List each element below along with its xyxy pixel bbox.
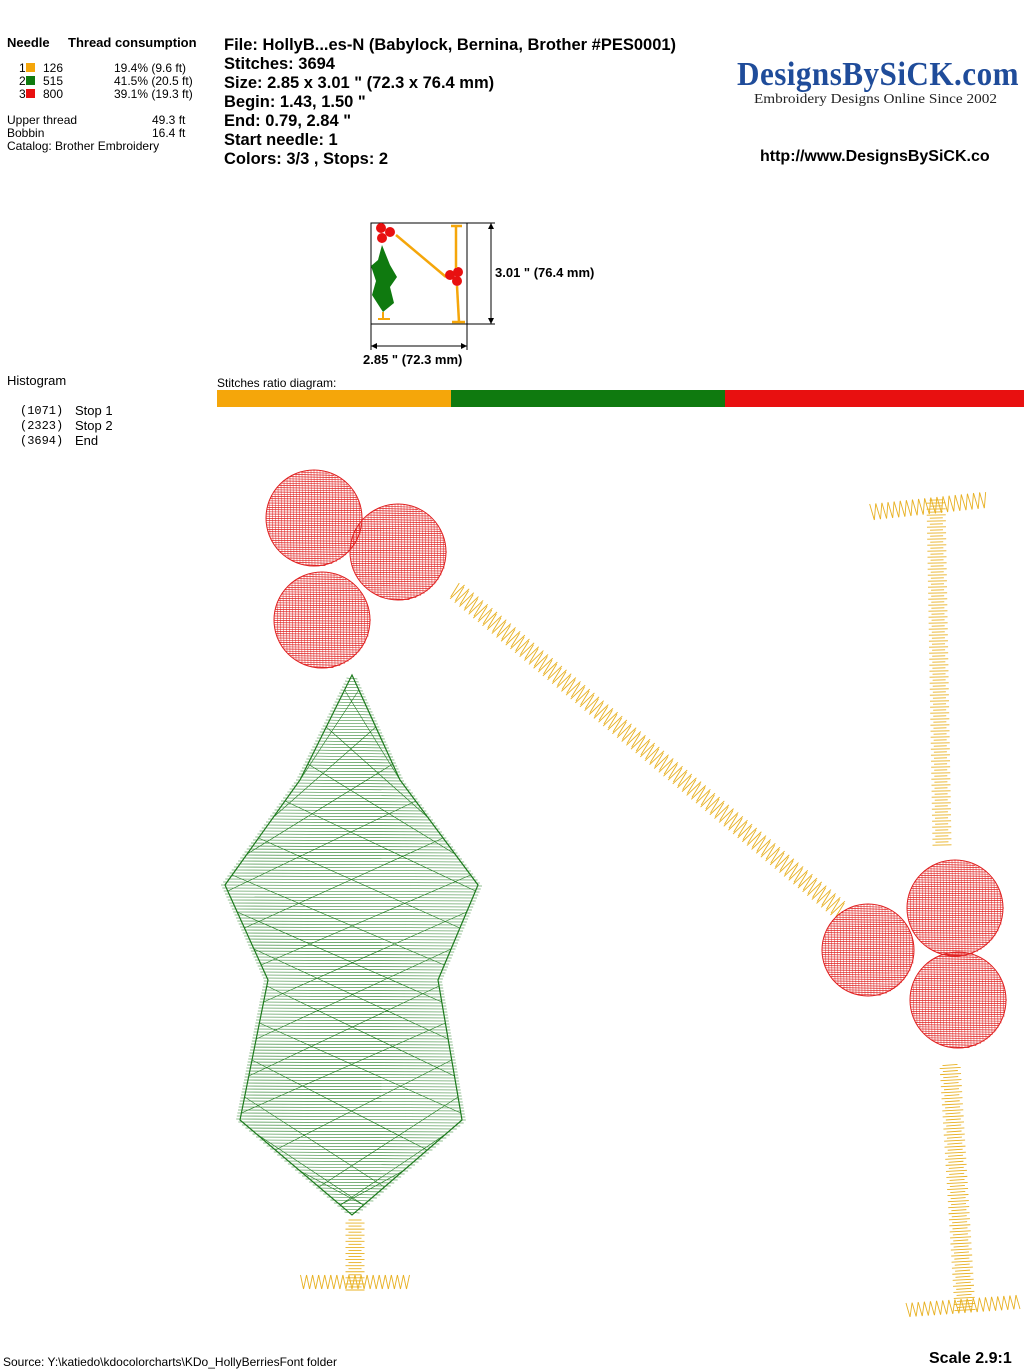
begin-coords: Begin: 1.43, 1.50 " (224, 93, 366, 111)
upper-thread-value: 49.3 ft (152, 113, 186, 127)
histogram-count: (3694) (20, 434, 64, 448)
design-thumbnail (370, 222, 495, 350)
design-size: Size: 2.85 x 3.01 " (72.3 x 76.4 mm) (224, 74, 495, 92)
stitch-preview (220, 469, 1021, 1318)
histogram-label: Stop 1 (75, 403, 113, 418)
thread-code: 515 (43, 74, 64, 88)
histogram-label: End (75, 433, 99, 448)
scale-label: Scale 2.9:1 (929, 1350, 1012, 1367)
website-url[interactable]: http://www.DesignsBySiCK.co (760, 148, 990, 165)
end-coords: End: 0.79, 2.84 " (224, 112, 352, 130)
histogram-title: Histogram (7, 373, 67, 388)
ratio-segment (725, 390, 1024, 407)
histogram-count: (1071) (20, 404, 64, 418)
source-path: Source: Y:\katiedo\kdocolorcharts\KDo_Ho… (3, 1355, 337, 1369)
ratio-bar (217, 390, 1024, 407)
thread-percent: 39.1% (19.3 ft) (114, 87, 193, 101)
histogram-count: (2323) (20, 419, 64, 433)
colors-stops: Colors: 3/3 , Stops: 2 (224, 150, 389, 168)
start-needle: Start needle: 1 (224, 131, 338, 149)
height-dimension: 3.01 " (76.4 mm) (495, 265, 595, 280)
upper-thread-label: Upper thread (7, 113, 78, 127)
ratio-segment (217, 390, 452, 407)
stitch-count: Stitches: 3694 (224, 55, 335, 73)
brand-logo: DesignsBySiCK.com Embroidery Designs Onl… (737, 56, 1019, 107)
thread-percent: 19.4% (9.6 ft) (114, 61, 187, 75)
bobbin-value: 16.4 ft (152, 126, 186, 140)
thread-row: 3 (19, 88, 35, 100)
color-swatch (25, 89, 35, 98)
ratio-segment (451, 390, 726, 407)
logo-text: DesignsBySiCK.com (737, 56, 1019, 93)
logo-tagline: Embroidery Designs Online Since 2002 (754, 92, 997, 107)
thread-percent: 41.5% (20.5 ft) (114, 74, 193, 88)
thread-consumption-header: Thread consumption (68, 35, 197, 50)
thread-code: 800 (43, 87, 64, 101)
histogram-label: Stop 2 (75, 418, 113, 433)
thread-row: 2 (19, 75, 35, 87)
ratio-label: Stitches ratio diagram: (217, 376, 337, 390)
color-swatch (25, 76, 35, 85)
catalog-label: Catalog: Brother Embroidery (7, 139, 160, 153)
color-swatch (25, 63, 35, 72)
thread-code: 126 (43, 61, 64, 75)
width-dimension: 2.85 " (72.3 mm) (363, 352, 463, 367)
thread-row: 1 (19, 62, 35, 74)
bobbin-label: Bobbin (7, 126, 45, 140)
needle-header: Needle (7, 35, 50, 50)
file-name: File: HollyB...es-N (Babylock, Bernina, … (224, 36, 677, 54)
